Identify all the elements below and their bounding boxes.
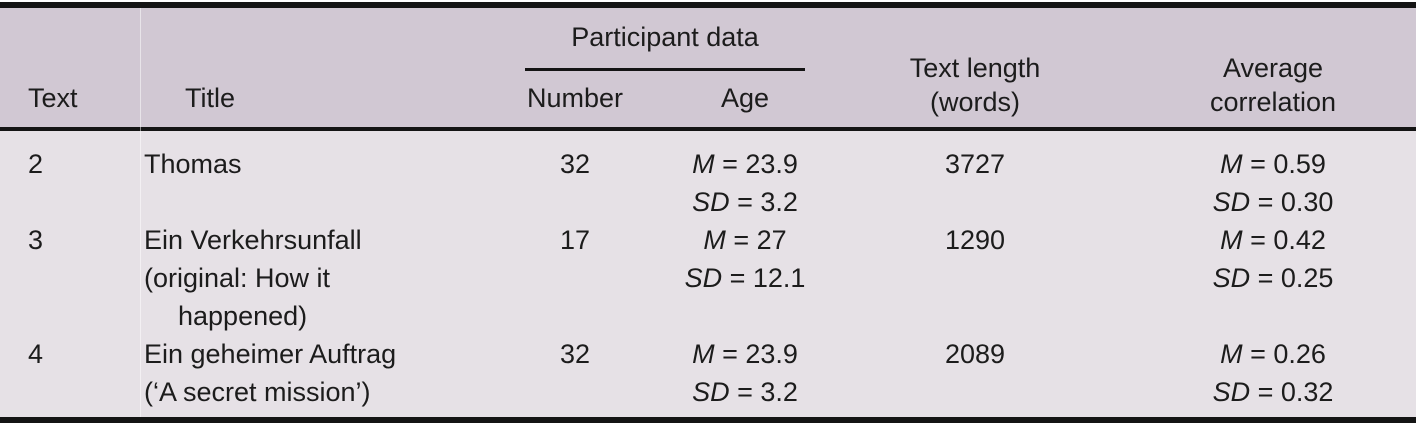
stat-line-sd: SD = 3.2 <box>670 183 820 221</box>
stat-label-m: M <box>703 225 726 255</box>
stat-value: = 12.1 <box>729 263 806 293</box>
cell-participant-number: 17 <box>559 225 591 255</box>
title-line: Ein Verkehrsunfall <box>144 225 362 255</box>
stat-line-mean: M = 0.26 <box>1130 335 1416 373</box>
table-top-rule <box>0 2 1416 8</box>
table-header: Text Title Participant data Number Age T… <box>0 8 1416 127</box>
cell-title: Thomas <box>140 145 480 221</box>
stat-value: = 0.25 <box>1257 263 1334 293</box>
stat-value: = 3.2 <box>737 187 798 217</box>
column-header-text: Text <box>28 83 78 113</box>
column-header-title: Title <box>184 83 235 113</box>
column-header-number: Number <box>526 83 624 113</box>
stat-line-mean: M = 0.59 <box>1130 145 1416 183</box>
stat-label-m: M <box>692 149 715 179</box>
group-header-participant-data: Participant data <box>571 22 759 52</box>
cell-text-length: 2089 <box>944 339 1006 369</box>
cell-text-length: 3727 <box>944 149 1006 179</box>
cell-text-length: 1290 <box>944 225 1006 255</box>
cell-average-correlation: M = 0.42 SD = 0.25 <box>1130 221 1416 335</box>
header-bottom-rule <box>0 127 1416 131</box>
stat-line-mean: M = 23.9 <box>670 335 820 373</box>
table-row: 2 Thomas 32 M = 23.9 SD = 3.2 3727 M = 0… <box>0 145 1416 221</box>
stat-value: = 23.9 <box>722 149 798 179</box>
title-line: Ein geheimer Auftrag <box>144 339 397 369</box>
stat-label-sd: SD <box>684 263 723 293</box>
stat-value: = 0.59 <box>1250 149 1326 179</box>
cell-average-correlation: M = 0.26 SD = 0.32 <box>1130 335 1416 411</box>
title-line: Thomas <box>144 149 242 179</box>
cell-participant-number: 32 <box>559 339 591 369</box>
column-header-average-correlation: Average correlation <box>1130 51 1416 119</box>
table-row: 4 Ein geheimer Auftrag (‘A secret missio… <box>0 335 1416 411</box>
stat-label-m: M <box>1220 225 1243 255</box>
stat-value: = 27 <box>733 225 787 255</box>
cell-text-id: 4 <box>28 339 44 369</box>
column-divider-line <box>140 8 141 417</box>
stat-label-m: M <box>1220 149 1243 179</box>
participant-data-spanner-rule <box>525 68 805 71</box>
table-body: 2 Thomas 32 M = 23.9 SD = 3.2 3727 M = 0… <box>0 131 1416 417</box>
stat-label-sd: SD <box>1212 377 1251 407</box>
stat-line-mean: M = 0.42 <box>1130 221 1416 259</box>
stat-value: = 3.2 <box>737 377 798 407</box>
column-header-text-length-line1: Text length <box>909 53 1041 83</box>
column-header-age: Age <box>720 83 770 113</box>
stat-line-mean: M = 23.9 <box>670 145 820 183</box>
stat-line-sd: SD = 0.25 <box>1130 259 1416 297</box>
cell-average-correlation: M = 0.59 SD = 0.30 <box>1130 145 1416 221</box>
cell-participant-age: M = 23.9 SD = 3.2 <box>670 145 820 221</box>
stat-line-sd: SD = 0.30 <box>1130 183 1416 221</box>
stat-label-sd: SD <box>1212 263 1251 293</box>
stat-value: = 0.30 <box>1257 187 1334 217</box>
cell-title: Ein geheimer Auftrag (‘A secret mission’… <box>140 335 480 411</box>
column-header-average-correlation-line2: correlation <box>1209 87 1337 117</box>
column-header-text-length-line2: (words) <box>929 87 1020 117</box>
column-header-average-correlation-line1: Average <box>1222 53 1324 83</box>
stat-label-sd: SD <box>692 377 730 407</box>
cell-text-id: 3 <box>28 225 44 255</box>
cell-text-id: 2 <box>28 149 44 179</box>
stat-value: = 0.32 <box>1257 377 1334 407</box>
stat-value: = 23.9 <box>722 339 798 369</box>
cell-title: Ein Verkehrsunfall (original: How it hap… <box>140 221 480 335</box>
stat-label-sd: SD <box>692 187 730 217</box>
stat-label-m: M <box>1220 339 1243 369</box>
stat-line-sd: SD = 3.2 <box>670 373 820 411</box>
stat-label-m: M <box>692 339 715 369</box>
stat-value: = 0.26 <box>1250 339 1326 369</box>
stat-line-mean: M = 27 <box>670 221 820 259</box>
table-row: 3 Ein Verkehrsunfall (original: How it h… <box>0 221 1416 335</box>
column-header-text-length: Text length (words) <box>820 51 1130 119</box>
title-line: (original: How it <box>144 263 331 293</box>
table-bottom-rule <box>0 417 1416 423</box>
cell-participant-age: M = 23.9 SD = 3.2 <box>670 335 820 411</box>
cell-participant-age: M = 27 SD = 12.1 <box>670 221 820 335</box>
cell-participant-number: 32 <box>559 149 591 179</box>
stat-line-sd: SD = 12.1 <box>670 259 820 297</box>
title-line: (‘A secret mission’) <box>144 377 371 407</box>
stat-value: = 0.42 <box>1250 225 1326 255</box>
stat-label-sd: SD <box>1212 187 1251 217</box>
title-line-continuation: happened) <box>178 301 308 331</box>
stat-line-sd: SD = 0.32 <box>1130 373 1416 411</box>
